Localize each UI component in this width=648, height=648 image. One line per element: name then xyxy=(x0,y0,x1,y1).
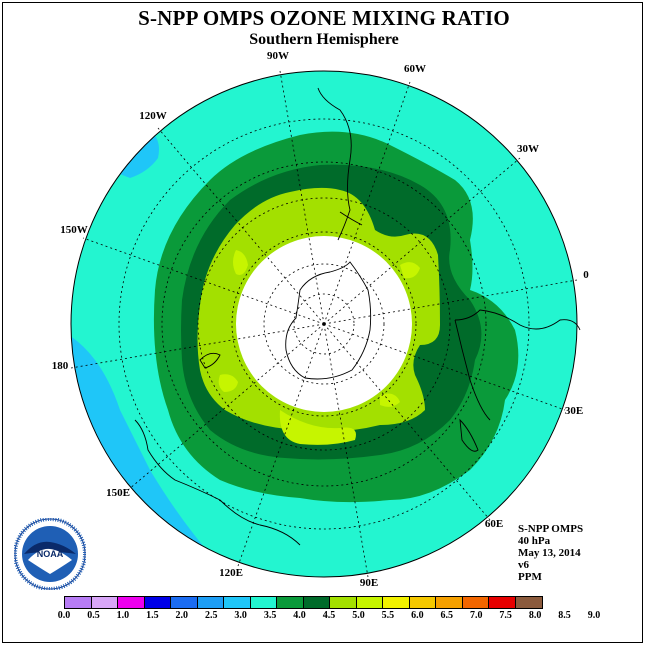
color-bar-tick-label: 1.0 xyxy=(116,610,130,621)
color-bar-swatch xyxy=(303,597,330,608)
color-bar-tick-label: 4.5 xyxy=(322,610,336,621)
lon-label-60w: 60W xyxy=(404,63,426,75)
lon-label-90e: 90E xyxy=(360,577,378,589)
ozone-patch-5-5-d xyxy=(400,262,420,279)
color-bar-tick-label: 7.0 xyxy=(469,610,483,621)
color-bar-swatch xyxy=(383,597,410,608)
ozone-patch-5-5-c xyxy=(233,250,248,275)
color-bar-tick-label: 2.0 xyxy=(175,610,189,621)
ozone-patch-5-5-a xyxy=(279,410,356,445)
lon-label-180: 180 xyxy=(52,360,69,372)
color-bar-tick-label: 8.5 xyxy=(558,610,571,621)
color-bar-tick-label: 2.5 xyxy=(204,610,218,621)
color-bar-swatch xyxy=(356,597,383,608)
lon-label-60e: 60E xyxy=(485,518,503,530)
color-bar-swatch xyxy=(65,597,92,608)
color-bar-swatch xyxy=(224,597,251,608)
map-title: S-NPP OMPS OZONE MIXING RATIO xyxy=(138,6,510,30)
product-info: S-NPP OMPS 40 hPa May 13, 2014 v6 PPM xyxy=(518,523,583,583)
color-bar-tick-label: 0.5 xyxy=(87,610,100,621)
color-bar-tick-label: 5.0 xyxy=(352,610,365,621)
longitude-labels: 90W 60W 30W 0 30E 60E 90E 120E 150E 180 … xyxy=(52,50,590,589)
lon-label-0: 0 xyxy=(583,269,589,281)
lon-label-30w: 30W xyxy=(517,143,539,155)
noaa-logo: NOAA xyxy=(14,518,86,590)
color-bar xyxy=(64,596,543,609)
noaa-logo-text: NOAA xyxy=(37,549,64,559)
color-bar-tick-label: 3.0 xyxy=(234,610,247,621)
color-bar-swatch xyxy=(436,597,463,608)
ozone-field xyxy=(71,71,577,577)
info-date: May 13, 2014 xyxy=(518,547,581,559)
info-instrument: S-NPP OMPS xyxy=(518,523,584,535)
color-bar-swatch xyxy=(515,597,542,608)
color-bar-tick-label: 1.5 xyxy=(146,610,159,621)
latitude-circles xyxy=(118,118,530,530)
color-bar-tick-label: 0.0 xyxy=(57,610,71,621)
color-bar-swatch xyxy=(250,597,277,608)
color-bar-tick-label: 3.5 xyxy=(263,610,277,621)
color-bar-swatch xyxy=(91,597,118,608)
color-bar-tick-label: 4.0 xyxy=(293,610,306,621)
color-bar-swatch xyxy=(277,597,304,608)
color-bar-ticks: 0.0 0.5 1.0 1.5 2.0 2.5 3.0 3.5 4.0 4.5 5.0 5.5 6.0 6… xyxy=(58,610,601,624)
color-bar-swatch xyxy=(118,597,145,608)
lon-label-30e: 30E xyxy=(565,405,583,417)
lon-label-150e: 150E xyxy=(106,487,130,499)
lon-label-90w: 90W xyxy=(267,50,289,62)
info-version: v6 xyxy=(518,559,529,571)
color-bar-tick-label: 6.0 xyxy=(411,610,424,621)
color-bar-swatch xyxy=(171,597,198,608)
info-level: 40 hPa xyxy=(518,535,551,547)
info-units: PPM xyxy=(518,571,542,583)
image-frame xyxy=(2,2,643,643)
color-bar-tick-label: 5.5 xyxy=(381,610,395,621)
map-border xyxy=(70,70,578,578)
color-bar-tick-label: 9.0 xyxy=(587,610,601,621)
color-bar-swatch xyxy=(144,597,171,608)
color-bar-tick-label: 7.5 xyxy=(499,610,512,621)
color-bar-swatch xyxy=(197,597,224,608)
color-bar-swatch xyxy=(462,597,489,608)
color-bar-tick-label: 6.5 xyxy=(440,610,454,621)
lon-label-150w: 150W xyxy=(60,224,88,236)
color-bar-swatch xyxy=(489,597,516,608)
lon-label-120w: 120W xyxy=(139,110,167,122)
color-bar-swatch xyxy=(330,597,357,608)
color-bar-tick-label: 8.0 xyxy=(528,610,542,621)
color-bar-swatch xyxy=(409,597,436,608)
lon-label-120e: 120E xyxy=(219,567,243,579)
map-subtitle: Southern Hemisphere xyxy=(249,31,399,48)
ozone-patch-5-5-b xyxy=(218,374,238,392)
ozone-patch-5-5-e xyxy=(380,393,400,407)
coastlines xyxy=(134,87,581,546)
